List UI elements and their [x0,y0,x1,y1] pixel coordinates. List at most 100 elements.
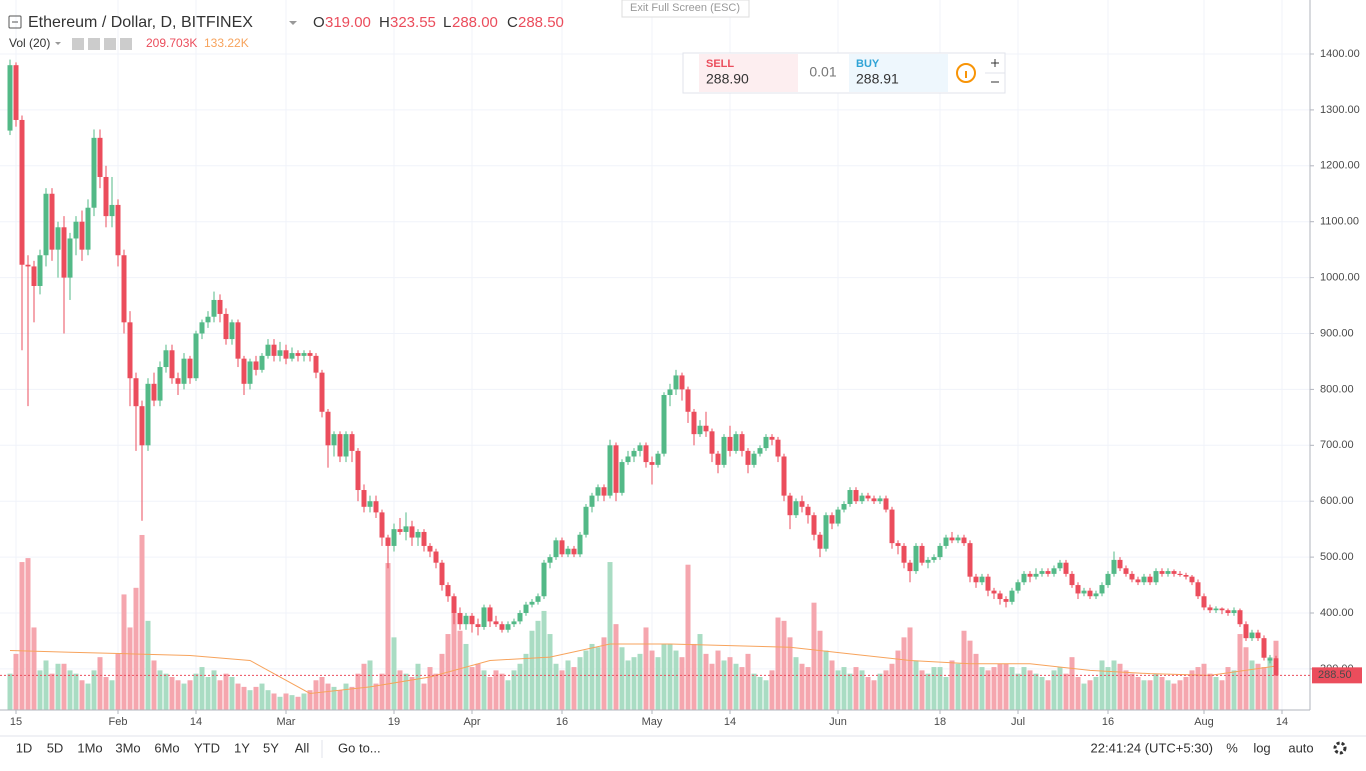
symbol-title[interactable]: Ethereum / Dollar, D, BITFINEX [28,14,253,31]
volume-bar [331,686,337,710]
candle-body [661,394,667,454]
indicator-icon[interactable] [88,38,100,50]
candle-body [1255,632,1261,639]
volume-bar [457,630,463,710]
volume-bar [115,653,121,710]
symbol-dropdown[interactable] [289,21,297,25]
volume-bar [1135,676,1141,710]
volume-bar [1027,670,1033,710]
candle-body [541,562,547,597]
x-tick-label: 16 [556,716,568,728]
volume-bar [259,683,265,710]
volume-bar [853,667,859,710]
candle-body [781,456,787,496]
goto-button[interactable]: Go to... [338,740,381,755]
candle-body [13,65,19,120]
indicator-icon[interactable] [104,38,116,50]
exit-fullscreen-button[interactable] [621,0,750,18]
increase-button[interactable] [991,59,999,67]
volume-bar [19,562,25,710]
volume-bar [49,673,55,710]
indicator-dropdown[interactable] [55,42,61,45]
info-icon[interactable] [956,63,976,83]
candle-body [97,137,103,177]
candle-body [223,313,229,340]
volume-bar [433,673,439,710]
candle-body [1075,585,1081,594]
candle-body [1213,608,1219,611]
range-button[interactable]: All [295,740,310,755]
indicator-icon[interactable] [72,38,84,50]
volume-bar [163,673,169,710]
settings-icon[interactable] [1333,741,1347,755]
volume-bar [451,610,457,710]
y-tick-label: 400.00 [1320,607,1354,619]
range-button[interactable]: 1D [16,740,33,755]
candle-body [241,358,247,384]
candle-body [1111,559,1117,574]
volume-bar [1213,676,1219,710]
volume-bar [541,610,547,710]
volume-bar [1129,673,1135,710]
volume-bar [745,653,751,710]
candle-body [589,495,595,507]
volume-bar [679,657,685,710]
range-button[interactable]: 1Y [234,740,250,755]
volume-bar [523,653,529,710]
volume-bar [97,657,103,710]
candle-body [961,537,967,544]
candle-body [199,322,205,334]
candle-body [973,576,979,583]
scale-option[interactable]: log [1253,740,1270,755]
volume-indicator[interactable]: Vol (20) [9,36,50,50]
x-tick-label: 15 [10,716,22,728]
range-button[interactable]: YTD [194,740,220,755]
candle-body [289,353,295,359]
buy-button[interactable] [849,54,948,92]
candle-body [925,559,931,563]
candle-body [367,501,373,507]
candle-layer [7,59,1279,676]
range-button[interactable]: 3Mo [115,740,140,755]
candle-body [877,498,883,502]
grid [0,0,1310,710]
candle-body [931,557,937,560]
volume-bar [427,667,433,710]
candle-body [517,613,523,622]
candle-body [583,506,589,535]
volume-bar [775,617,781,710]
candle-body [37,255,43,286]
candle-body [349,434,355,451]
collapse-icon[interactable] [8,15,22,29]
volume-bar [397,670,403,710]
scale-option[interactable]: auto [1288,740,1313,755]
volume-bar [355,673,361,710]
volume-bar [1009,667,1015,710]
indicator-icon[interactable] [120,38,132,50]
range-button[interactable]: 6Mo [154,740,179,755]
sell-button[interactable] [699,54,798,92]
volume-bar [73,673,79,710]
candle-body [769,436,775,440]
volume-bar [235,683,241,710]
candle-body [655,453,661,465]
volume-bar [1261,667,1267,710]
candle-body [949,537,955,541]
candle-body [1159,571,1165,574]
scale-option[interactable]: % [1226,740,1238,755]
volume-bar [949,660,955,710]
candle-body [445,585,451,597]
volume-bar [1123,670,1129,710]
x-tick-label: 14 [724,716,736,728]
candle-body [571,548,577,555]
range-button[interactable]: 1Mo [77,740,102,755]
range-button[interactable]: 5D [47,740,64,755]
volume-bar [1255,663,1261,710]
range-button[interactable]: 5Y [263,740,279,755]
volume-bar [991,667,997,710]
volume-bar [553,663,559,710]
volume-bar [1201,663,1207,710]
volume-bar [943,676,949,710]
volume-bar [925,673,931,710]
